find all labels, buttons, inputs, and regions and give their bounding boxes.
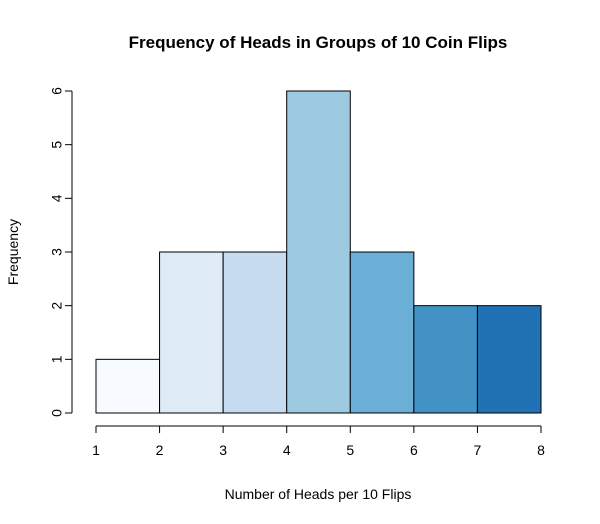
bar-2-3: [159, 251, 224, 414]
y-tick-label-5: 5: [49, 141, 65, 149]
y-tick-label-4: 4: [49, 194, 65, 202]
bar-6-7: [413, 305, 478, 414]
y-axis: 0 1 2 3 4 5 6: [49, 87, 73, 417]
x-tick-label-3: 3: [219, 442, 227, 458]
bar-3-4: [222, 251, 288, 414]
bar-1-2: [95, 358, 161, 414]
bar-7-8: [476, 305, 542, 414]
bar-5-6: [349, 251, 415, 414]
x-tick-label-6: 6: [410, 442, 418, 458]
x-tick-label-8: 8: [537, 442, 545, 458]
y-axis-label: Frequency: [5, 219, 21, 285]
x-tick-label-7: 7: [474, 442, 482, 458]
bars-group: [95, 90, 542, 414]
bar-4-5: [286, 90, 351, 414]
y-tick-label-3: 3: [49, 248, 65, 256]
chart-title: Frequency of Heads in Groups of 10 Coin …: [129, 33, 508, 52]
y-tick-label-1: 1: [49, 355, 65, 363]
y-tick-label-0: 0: [49, 409, 65, 417]
y-tick-label-2: 2: [49, 302, 65, 310]
x-tick-label-2: 2: [156, 442, 164, 458]
x-tick-label-1: 1: [92, 442, 100, 458]
x-axis-label: Number of Heads per 10 Flips: [225, 486, 412, 502]
x-axis: 1 2 3 4 5 6 7 8: [92, 425, 545, 458]
x-tick-label-4: 4: [283, 442, 291, 458]
x-tick-label-5: 5: [346, 442, 354, 458]
y-tick-label-6: 6: [49, 87, 65, 95]
